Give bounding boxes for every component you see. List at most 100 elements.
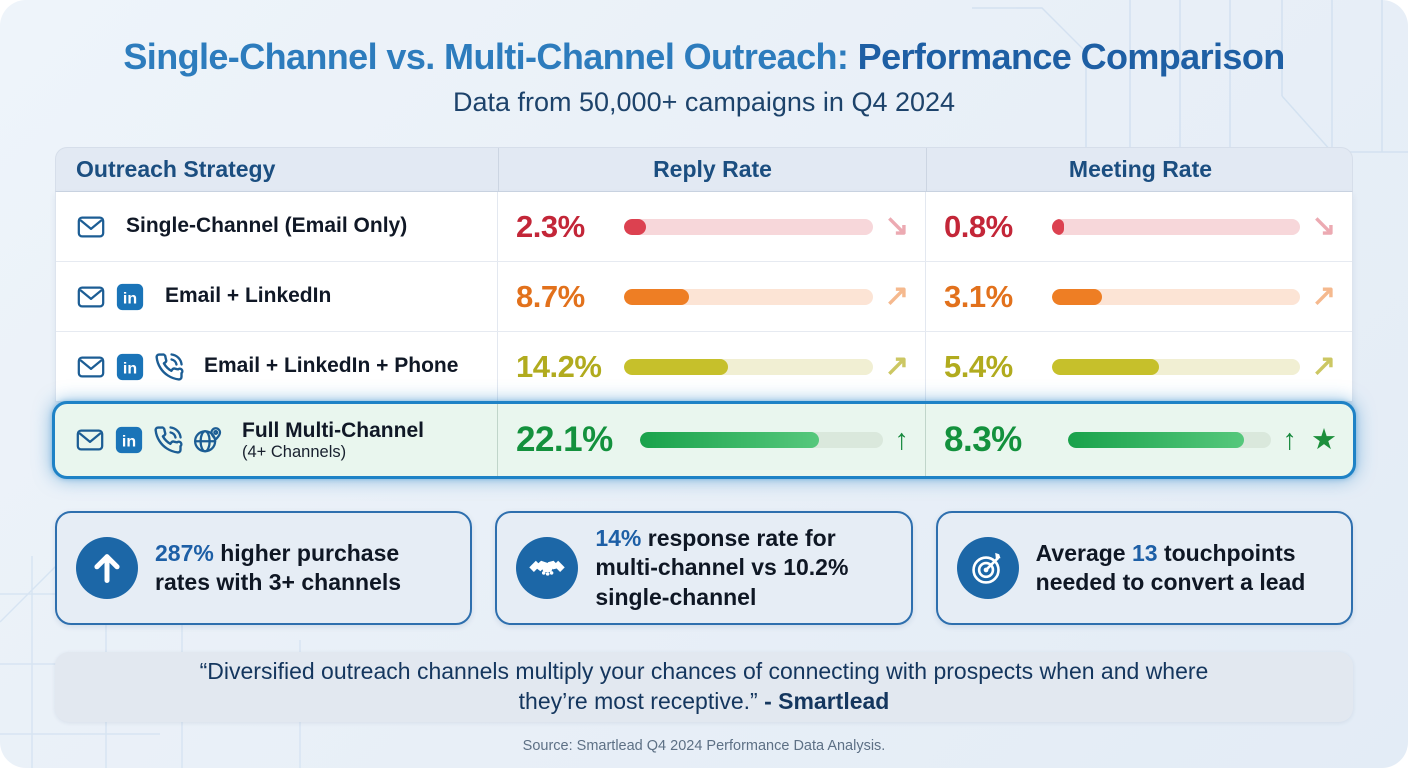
reply-rate-value: 8.7% <box>516 278 585 314</box>
meeting-rate-bar <box>1052 288 1300 305</box>
meeting-rate-value: 3.1% <box>944 278 1013 314</box>
strategy-cell: Single-Channel (Email Only) <box>56 192 497 261</box>
stat-card-touchpoints: Average 13 touchpoints needed to convert… <box>935 511 1353 625</box>
stat-card-response-rate: 14% response rate for multi-channel vs 1… <box>495 511 913 625</box>
linkedin-icon: in <box>116 353 144 380</box>
meeting-rate-bar <box>1052 218 1300 235</box>
stat-text-pre: Average <box>1035 539 1132 566</box>
table-row: in Email + LinkedIn + Phone 14.2% ↗ 5.4%… <box>56 331 1352 401</box>
meeting-rate-value: 8.3% <box>944 420 1022 459</box>
reply-rate-value: 14.2% <box>516 348 602 384</box>
stat-highlight-number: 14% <box>595 525 642 552</box>
trend-down-icon: ↘ <box>1311 210 1336 242</box>
stat-badge <box>516 537 579 599</box>
phone-icon <box>154 426 183 454</box>
email-icon <box>76 429 104 451</box>
trend-up-icon: ↑ <box>894 423 910 456</box>
table-row: in Email + LinkedIn 8.7% ↗ 3.1% ↗ <box>56 261 1352 331</box>
reply-rate-cell: 2.3% ↘ <box>497 192 925 261</box>
strategy-label: Email + LinkedIn <box>165 284 332 308</box>
linkedin-icon: in <box>116 283 144 310</box>
strategy-sublabel: (4+ Channels) <box>242 443 347 461</box>
stat-highlight-number: 13 <box>1131 539 1158 566</box>
meeting-rate-cell: 5.4% ↗ <box>925 332 1352 401</box>
trend-up-icon: ↗ <box>1311 280 1336 312</box>
strategy-label: Full Multi-Channel <box>242 418 424 442</box>
linkedin-icon: in <box>115 426 143 454</box>
meeting-rate-value: 0.8% <box>944 208 1013 244</box>
strategy-cell: in Email + LinkedIn <box>56 262 497 331</box>
svg-text:in: in <box>123 360 137 377</box>
comparison-table: Outreach Strategy Reply Rate Meeting Rat… <box>55 147 1353 402</box>
trend-up-icon: ↑ <box>1282 423 1298 456</box>
stat-highlight-number: 287% <box>155 539 214 566</box>
phone-icon <box>155 352 184 381</box>
highlighted-table-row: in Full Multi-Channel (4+ Channels) 22.1… <box>52 401 1356 479</box>
table-header-row: Outreach Strategy Reply Rate Meeting Rat… <box>55 147 1353 192</box>
reply-rate-bar <box>624 218 873 235</box>
trend-up-icon: ↗ <box>884 350 909 382</box>
strategy-cell: in Full Multi-Channel (4+ Channels) <box>55 404 497 476</box>
meeting-rate-bar-fill <box>1052 288 1102 305</box>
stat-text: 14% response rate for multi-channel vs 1… <box>595 524 894 612</box>
reply-rate-bar <box>640 432 883 448</box>
svg-text:in: in <box>122 434 136 451</box>
email-icon <box>77 286 105 307</box>
page-title: Single-Channel vs. Multi-Channel Outreac… <box>0 36 1408 78</box>
reply-rate-bar-fill <box>624 358 729 375</box>
meeting-rate-bar-fill <box>1052 218 1065 235</box>
trend-up-icon: ↗ <box>1311 350 1336 382</box>
globe-icon <box>194 427 222 453</box>
stat-badge <box>956 537 1019 599</box>
stat-text: 287% higher purchase rates with 3+ chann… <box>155 539 454 597</box>
title-main: Single-Channel vs. Multi-Channel Outreac… <box>123 36 849 77</box>
column-header-meeting-rate: Meeting Rate <box>926 148 1354 191</box>
email-icon <box>77 216 105 237</box>
email-icon <box>77 356 105 377</box>
quote-attribution: - Smartlead <box>764 688 890 714</box>
meeting-rate-value: 5.4% <box>944 348 1013 384</box>
meeting-rate-cell: 8.3% ↑ ★ <box>925 404 1353 476</box>
stat-badge <box>76 537 138 599</box>
column-header-reply-rate: Reply Rate <box>498 148 926 191</box>
strategy-label: Email + LinkedIn + Phone <box>204 354 459 378</box>
title-accent: Performance Comparison <box>848 36 1286 77</box>
stat-text-post: touchpoints needed to convert a lead <box>1035 539 1306 595</box>
meeting-rate-cell: 0.8% ↘ <box>925 192 1352 261</box>
meeting-rate-bar-fill <box>1068 432 1245 448</box>
reply-rate-bar-fill <box>624 218 647 235</box>
trend-down-icon: ↘ <box>884 210 909 242</box>
stat-text-post: higher purchase rates with 3+ channels <box>155 539 402 595</box>
reply-rate-cell: 8.7% ↗ <box>497 262 925 331</box>
header: Single-Channel vs. Multi-Channel Outreac… <box>0 0 1408 118</box>
trend-up-icon: ↗ <box>884 280 909 312</box>
handshake-icon <box>529 560 566 576</box>
meeting-rate-bar <box>1068 432 1271 448</box>
target-icon <box>971 552 1001 584</box>
reply-rate-bar-fill <box>640 432 820 448</box>
table-row: Single-Channel (Email Only) 2.3% ↘ 0.8% … <box>56 192 1352 261</box>
source-note: Source: Smartlead Q4 2024 Performance Da… <box>522 738 886 754</box>
reply-rate-cell: 22.1% ↑ <box>497 404 925 476</box>
page-subtitle: Data from 50,000+ campaigns in Q4 2024 <box>452 87 956 117</box>
quote-box: “Diversified outreach channels multiply … <box>55 652 1353 722</box>
quote-body: “Diversified outreach channels multiply … <box>199 658 1209 714</box>
strategy-cell: in Email + LinkedIn + Phone <box>56 332 497 401</box>
meeting-rate-bar <box>1052 358 1300 375</box>
star-icon: ★ <box>1311 423 1337 456</box>
meeting-rate-bar-fill <box>1052 358 1159 375</box>
stat-text: Average 13 touchpoints needed to convert… <box>1036 539 1335 597</box>
stat-cards: 287% higher purchase rates with 3+ chann… <box>55 511 1353 625</box>
strategy-label: Single-Channel (Email Only) <box>126 214 408 238</box>
meeting-rate-cell: 3.1% ↗ <box>925 262 1352 331</box>
reply-rate-value: 22.1% <box>516 420 613 459</box>
stat-text-post: response rate for multi-channel vs 10.2%… <box>595 525 849 610</box>
reply-rate-value: 2.3% <box>516 208 585 244</box>
reply-rate-bar-fill <box>624 288 689 305</box>
stat-card-purchase-rates: 287% higher purchase rates with 3+ chann… <box>55 511 473 625</box>
quote-text: “Diversified outreach channels multiply … <box>169 657 1239 717</box>
table-body: Single-Channel (Email Only) 2.3% ↘ 0.8% … <box>55 192 1353 402</box>
reply-rate-cell: 14.2% ↗ <box>497 332 925 401</box>
up-arrow-icon <box>94 554 120 583</box>
